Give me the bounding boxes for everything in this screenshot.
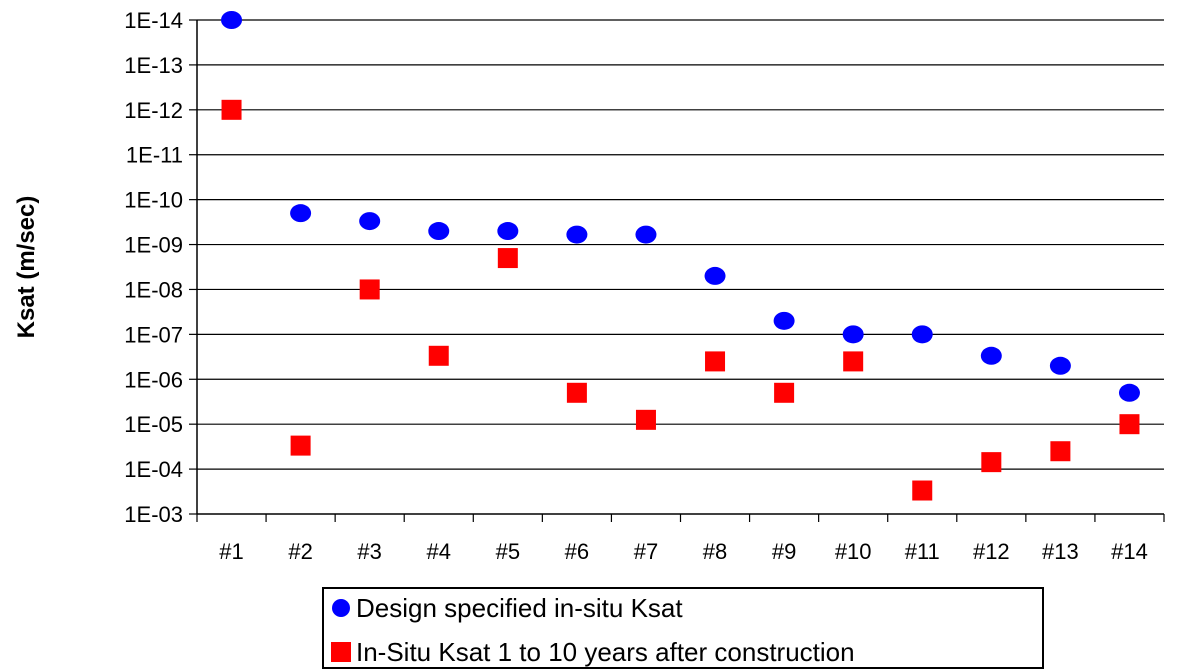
- y-tick-label: 1E-10: [124, 188, 183, 213]
- x-tick-label: #11: [905, 539, 940, 564]
- y-tick-label: 1E-05: [124, 412, 183, 437]
- y-axis-ticks: 1E-14 1E-13 1E-12 1E-11 1E-10 1E-09 1E-08 1E-07…: [124, 8, 197, 527]
- x-tick-label: #12: [973, 539, 1010, 564]
- design-ksat-point: [428, 222, 450, 241]
- y-tick-label: 1E-12: [124, 98, 183, 123]
- x-tick-label: #5: [496, 539, 520, 564]
- legend: Design specified in-situ Ksat In-Situ Ks…: [322, 587, 1044, 669]
- x-tick-label: #4: [427, 539, 451, 564]
- y-tick-label: 1E-14: [124, 8, 183, 33]
- legend-label-insitu: In-Situ Ksat 1 to 10 years after constru…: [356, 637, 855, 667]
- insitu-ksat-point: [1119, 414, 1140, 435]
- y-tick-label: 1E-06: [124, 367, 183, 392]
- insitu-ksat-point: [774, 382, 795, 403]
- y-tick-label: 1E-11: [126, 143, 183, 168]
- y-tick-label: 1E-04: [124, 457, 183, 482]
- insitu-ksat-point: [497, 248, 518, 269]
- insitu-ksat-point: [359, 279, 380, 300]
- gridlines: [197, 19, 1164, 470]
- insitu-ksat-point: [290, 435, 311, 456]
- design-ksat-point: [221, 11, 243, 29]
- y-axis-title: Ksat (m/sec): [13, 196, 40, 339]
- insitu-ksat-point: [1050, 441, 1071, 462]
- legend-box: [322, 587, 1044, 669]
- x-tick-label: #14: [1111, 539, 1148, 564]
- design-ksat-point: [635, 225, 657, 244]
- x-tick-label: #13: [1042, 539, 1079, 564]
- y-tick-label: 1E-13: [124, 53, 183, 78]
- insitu-ksat-point: [912, 480, 933, 501]
- insitu-ksat-point: [221, 99, 242, 120]
- series-1: [221, 11, 1140, 402]
- design-ksat-point: [1118, 383, 1140, 402]
- y-tick-label: 1E-09: [124, 233, 183, 258]
- design-ksat-point: [1049, 356, 1071, 375]
- x-tick-label: #7: [634, 539, 658, 564]
- insitu-ksat-point: [981, 452, 1002, 473]
- design-ksat-point: [704, 266, 726, 285]
- axes: [196, 20, 1164, 515]
- design-ksat-point: [290, 204, 312, 223]
- insitu-ksat-point: [843, 351, 864, 372]
- insitu-ksat-point: [566, 382, 587, 403]
- insitu-ksat-point: [635, 409, 656, 430]
- x-axis-ticks: #1 #2 #3 #4 #5 #6 #7 #8 #9 #10 #11 #12 #13 #14: [196, 514, 1165, 564]
- legend-label-design: Design specified in-situ Ksat: [356, 593, 683, 623]
- x-tick-label: #9: [772, 539, 796, 564]
- design-ksat-point: [359, 212, 381, 231]
- legend-square-marker: [331, 642, 351, 662]
- legend-circle-marker: [332, 599, 350, 617]
- series-2: [221, 99, 1140, 501]
- x-tick-label: #2: [288, 539, 312, 564]
- x-tick-label: #10: [835, 539, 872, 564]
- x-tick-label: #1: [219, 539, 243, 564]
- design-ksat-point: [773, 311, 795, 330]
- y-tick-label: 1E-07: [124, 322, 183, 347]
- design-ksat-point: [980, 346, 1002, 365]
- series-layer: [221, 11, 1140, 501]
- insitu-ksat-point: [428, 345, 449, 366]
- design-ksat-point: [497, 222, 519, 241]
- y-tick-label: 1E-03: [124, 502, 183, 527]
- x-tick-label: #8: [703, 539, 727, 564]
- x-tick-label: #6: [565, 539, 589, 564]
- design-ksat-point: [911, 325, 933, 344]
- x-tick-label: #3: [357, 539, 381, 564]
- insitu-ksat-point: [705, 351, 726, 372]
- y-tick-label: 1E-08: [124, 277, 183, 302]
- design-ksat-point: [842, 325, 864, 344]
- design-ksat-point: [566, 225, 588, 244]
